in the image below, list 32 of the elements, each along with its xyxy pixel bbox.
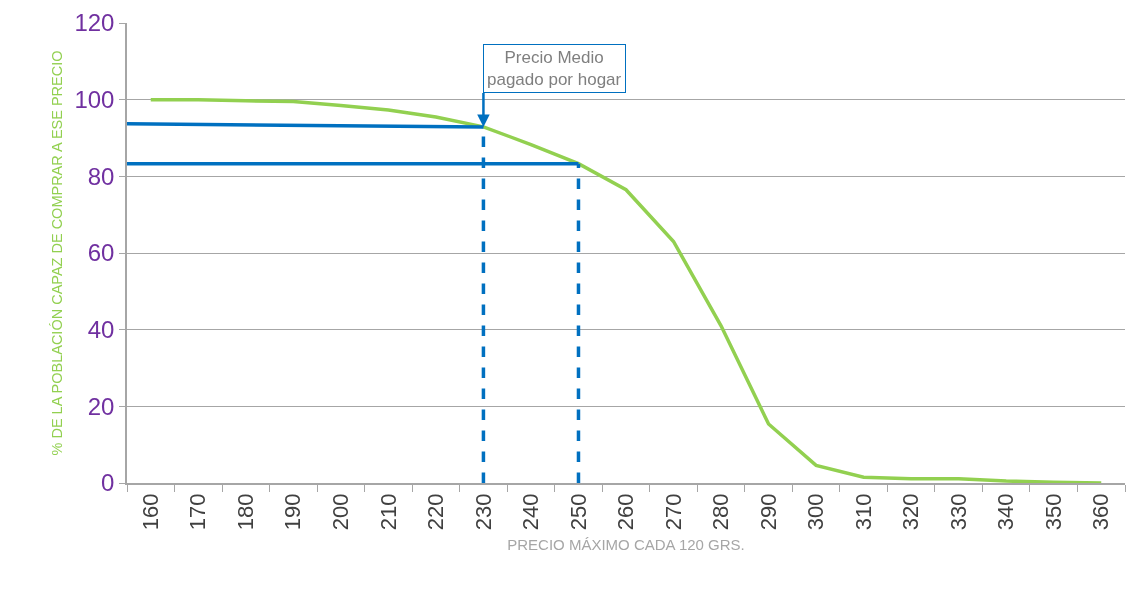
x-axis-title: PRECIO MÁXIMO CADA 120 GRS.: [507, 535, 745, 553]
x-tick-label: 330: [945, 493, 971, 531]
y-tick-label: 120: [74, 9, 115, 37]
x-tick-label: 280: [708, 493, 734, 531]
x-tick-label: 290: [755, 493, 781, 531]
x-tick-label: 260: [613, 493, 639, 531]
line-series: [149, 97, 1103, 483]
x-tick-label: 350: [1040, 493, 1066, 531]
x-tick-label: 210: [375, 493, 401, 531]
x-tick-label: 270: [660, 493, 686, 531]
x-tick-label: 190: [280, 493, 306, 531]
x-tick-label: 310: [850, 493, 876, 531]
x-tick-label: 320: [898, 493, 924, 531]
y-tick-label: 20: [87, 392, 115, 420]
x-tick-label: 240: [518, 493, 544, 531]
x-tick-label: 360: [1088, 493, 1114, 531]
x-tick-label: 300: [803, 493, 829, 531]
y-tick-label: 80: [87, 162, 115, 190]
x-tick-label: 220: [423, 493, 449, 531]
x-tick-label: 250: [565, 493, 591, 531]
y-tick-label: 100: [74, 86, 115, 114]
x-tick-label: 340: [993, 493, 1019, 531]
x-tick-label: 170: [185, 493, 211, 531]
y-tick-label: 40: [87, 316, 115, 344]
x-tick-label: 160: [137, 493, 163, 531]
x-tick-label: 230: [470, 493, 496, 531]
y-tick-label: 0: [101, 469, 115, 497]
y-tick-label: 60: [87, 239, 115, 267]
x-tick-label: 180: [232, 493, 258, 531]
y-axis-title: % DE LA POBLACIÓN CAPAZ DE COMPRAR A ESE PRECIO: [49, 50, 66, 456]
x-tick-label: 200: [328, 493, 354, 531]
annotation: Precio Medio pagado por hogar: [487, 48, 622, 90]
